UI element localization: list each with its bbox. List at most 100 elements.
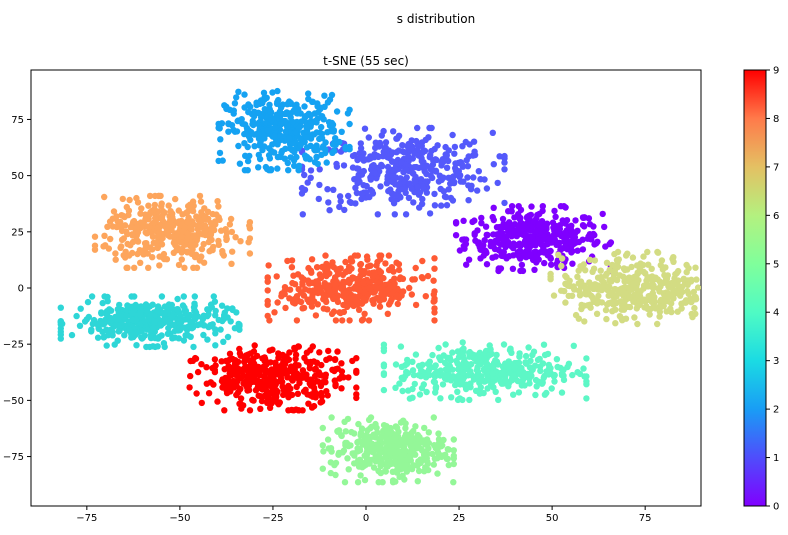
- scatter-point-class-6: [606, 283, 613, 291]
- scatter-point-class-1: [445, 157, 452, 165]
- scatter-point-class-7: [146, 192, 154, 200]
- scatter-point-class-1: [401, 185, 409, 193]
- scatter-point-class-3: [191, 313, 198, 320]
- scatter-point-class-7: [159, 207, 166, 215]
- scatter-point-class-1: [380, 127, 387, 135]
- scatter-point-class-1: [298, 190, 306, 197]
- scatter-point-class-5: [442, 451, 449, 458]
- scatter-point-class-8: [409, 276, 416, 283]
- colorbar-tick-label: 7: [773, 162, 779, 173]
- scatter-point-class-4: [420, 381, 427, 388]
- scatter-point-class-9: [313, 378, 320, 385]
- scatter-point-class-9: [280, 391, 287, 399]
- scatter-point-class-3: [144, 307, 151, 314]
- scatter-point-class-0: [483, 261, 491, 268]
- scatter-point-class-1: [358, 190, 365, 197]
- scatter-point-class-7: [158, 203, 165, 210]
- scatter-point-class-0: [599, 210, 606, 218]
- scatter-point-class-3: [168, 313, 176, 321]
- scatter-point-class-6: [650, 282, 657, 289]
- scatter-point-class-7: [155, 232, 162, 240]
- scatter-point-class-1: [445, 147, 452, 154]
- scatter-point-class-1: [467, 186, 475, 193]
- scatter-point-class-5: [361, 476, 369, 484]
- scatter-point-class-2: [233, 94, 240, 101]
- y-tick-label: 75: [11, 115, 24, 126]
- scatter-point-class-5: [377, 436, 384, 443]
- scatter-point-class-2: [271, 132, 278, 140]
- scatter-point-class-4: [456, 374, 464, 381]
- scatter-point-class-7: [194, 226, 201, 233]
- scatter-point-class-3: [123, 312, 130, 320]
- scatter-point-class-9: [338, 360, 345, 367]
- scatter-point-class-6: [714, 298, 720, 304]
- scatter-point-class-6: [591, 257, 599, 264]
- scatter-point-class-7: [216, 216, 223, 223]
- scatter-point-class-3: [231, 325, 239, 332]
- scatter-point-class-3: [217, 326, 224, 333]
- scatter-point-class-8: [282, 304, 289, 312]
- scatter-point-class-7: [123, 203, 130, 211]
- scatter-point-class-4: [437, 395, 444, 402]
- scatter-point-class-3: [169, 335, 176, 342]
- scatter-point-class-1: [464, 174, 471, 181]
- scatter-point-class-8: [317, 274, 324, 281]
- scatter-point-class-7: [214, 198, 221, 205]
- scatter-point-class-4: [536, 355, 543, 363]
- scatter-point-class-9: [235, 358, 242, 366]
- scatter-point-class-5: [357, 472, 364, 479]
- scatter-point-class-0: [508, 242, 515, 250]
- scatter-point-class-2: [268, 117, 275, 124]
- scatter-point-class-8: [300, 304, 308, 312]
- scatter-point-class-0: [518, 261, 526, 269]
- scatter-point-class-5: [401, 476, 408, 483]
- scatter-point-class-9: [325, 347, 332, 355]
- colorbar-tick-label: 8: [773, 114, 779, 125]
- scatter-point-class-2: [277, 104, 285, 111]
- scatter-point-class-9: [221, 366, 228, 373]
- scatter-point-class-5: [397, 419, 405, 426]
- scatter-point-class-4: [409, 394, 416, 401]
- scatter-point-class-0: [515, 203, 522, 210]
- scatter-point-class-6: [616, 313, 624, 320]
- y-tick-label: −50: [3, 396, 24, 407]
- scatter-point-class-4: [526, 380, 533, 387]
- scatter-point-class-5: [384, 463, 391, 470]
- scatter-point-class-5: [450, 460, 457, 468]
- scatter-point-class-6: [693, 276, 700, 283]
- scatter-point-class-0: [508, 203, 516, 210]
- scatter-point-class-0: [563, 217, 571, 224]
- scatter-point-class-4: [546, 364, 553, 372]
- scatter-point-class-4: [500, 370, 507, 377]
- scatter-point-class-1: [340, 162, 348, 169]
- scatter-point-class-9: [269, 346, 276, 353]
- scatter-point-class-5: [341, 418, 348, 425]
- scatter-point-class-2: [313, 153, 320, 161]
- scatter-point-class-7: [165, 231, 172, 238]
- scatter-point-class-7: [181, 224, 188, 231]
- scatter-point-class-9: [227, 388, 234, 395]
- scatter-point-class-4: [580, 365, 587, 372]
- scatter-point-class-8: [430, 277, 437, 284]
- scatter-point-class-6: [562, 299, 569, 306]
- scatter-point-class-9: [353, 355, 360, 362]
- scatter-point-class-2: [260, 89, 268, 97]
- scatter-point-class-9: [251, 342, 258, 349]
- scatter-point-class-1: [431, 202, 439, 209]
- scatter-point-class-4: [521, 371, 529, 378]
- scatter-point-class-4: [560, 376, 568, 384]
- scatter-point-class-7: [215, 203, 222, 210]
- scatter-point-class-8: [376, 303, 384, 310]
- scatter-point-class-9: [296, 379, 303, 387]
- scatter-point-class-0: [552, 213, 559, 220]
- scatter-point-class-9: [236, 350, 244, 357]
- scatter-point-class-7: [150, 239, 157, 246]
- scatter-point-class-7: [246, 235, 254, 242]
- scatter-point-class-1: [404, 142, 411, 150]
- scatter-point-class-0: [591, 231, 598, 239]
- scatter-point-class-8: [278, 290, 286, 297]
- scatter-point-class-1: [355, 165, 362, 172]
- scatter-point-class-3: [68, 331, 76, 339]
- scatter-point-class-0: [482, 223, 490, 230]
- scatter-point-class-2: [298, 118, 305, 125]
